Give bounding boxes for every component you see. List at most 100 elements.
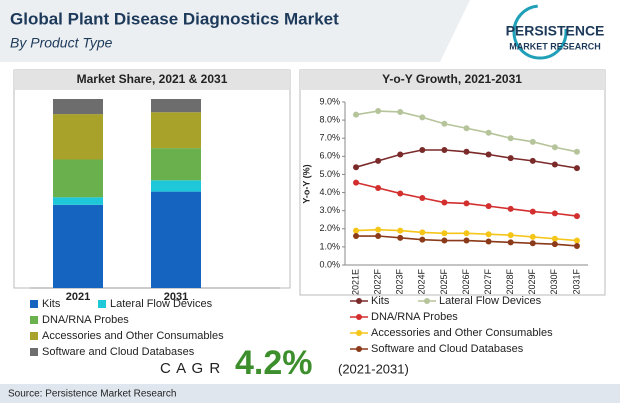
marker	[463, 125, 470, 132]
panel-title-bar	[300, 70, 605, 90]
y-tick-label: 4.0%	[319, 187, 340, 197]
chart-title: Market Share, 2021 & 2031	[77, 72, 228, 86]
marker	[529, 157, 536, 164]
bar-segment	[151, 148, 201, 181]
marker	[375, 233, 382, 240]
x-tick-label: 2021	[66, 291, 90, 303]
x-tick-label: 2031F	[571, 269, 581, 295]
marker	[573, 242, 580, 249]
panel-title-bar	[14, 70, 290, 90]
y-tick-label: 9.0%	[319, 96, 340, 106]
x-tick-label: 2022F	[373, 269, 383, 295]
marker	[485, 151, 492, 158]
x-tick-label: 2021E	[350, 269, 360, 295]
marker	[507, 155, 514, 162]
marker	[397, 190, 404, 197]
legend-label: Accessories and Other Consumables	[42, 330, 224, 342]
logo-text: MARKET RESEARCH	[509, 41, 601, 51]
marker	[397, 151, 404, 158]
bar-segment	[53, 114, 103, 160]
cagr-period: (2021-2031)	[338, 361, 409, 376]
y-tick-label: 1.0%	[319, 241, 340, 251]
marker	[573, 213, 580, 220]
marker	[375, 226, 382, 233]
marker	[419, 229, 426, 236]
marker	[573, 165, 580, 172]
x-tick-label: 2027F	[483, 269, 493, 295]
marker	[507, 135, 514, 142]
x-tick-label: 2028F	[505, 269, 515, 295]
x-tick-label: 2023F	[395, 269, 405, 295]
legend-label: Kits	[371, 295, 390, 307]
title: Global Plant Disease Diagnostics Market	[10, 9, 339, 28]
x-tick-label: 2024F	[417, 269, 427, 295]
marker	[551, 161, 558, 168]
legend-marker	[424, 298, 430, 304]
marker	[353, 227, 360, 234]
marker	[529, 233, 536, 240]
marker	[573, 237, 580, 244]
marker	[551, 210, 558, 217]
marker	[419, 114, 426, 121]
marker	[485, 231, 492, 238]
marker	[441, 120, 448, 127]
y-tick-label: 7.0%	[319, 133, 340, 143]
marker	[375, 185, 382, 192]
y-tick-label: 6.0%	[319, 151, 340, 161]
x-tick-label: 2029F	[527, 269, 537, 295]
bar-segment	[151, 191, 201, 288]
logo-ring	[512, 4, 568, 60]
legend-label: DNA/RNA Probes	[371, 311, 458, 323]
bar-segment	[151, 180, 201, 192]
bar-segment	[53, 159, 103, 198]
bar-segment	[151, 112, 201, 149]
header-band	[0, 0, 470, 62]
marker	[353, 233, 360, 240]
marker	[551, 241, 558, 248]
chart-title: Y-o-Y Growth, 2021-2031	[382, 72, 522, 86]
cagr-label: C A G R	[160, 360, 221, 377]
marker	[419, 194, 426, 201]
marker	[397, 234, 404, 241]
legend-swatch	[30, 348, 38, 356]
y-tick-label: 3.0%	[319, 205, 340, 215]
x-tick-label: 2026F	[461, 269, 471, 295]
bar-segment	[53, 197, 103, 205]
marker	[463, 230, 470, 237]
y-tick-label: 5.0%	[319, 169, 340, 179]
legend-label: DNA/RNA Probes	[42, 314, 129, 326]
marker	[463, 200, 470, 207]
marker	[463, 237, 470, 244]
cagr-value: 4.2%	[235, 344, 313, 382]
legend-swatch	[30, 316, 38, 324]
marker	[485, 238, 492, 245]
legend-marker	[356, 346, 362, 352]
marker	[375, 108, 382, 115]
y-tick-label: 2.0%	[319, 223, 340, 233]
marker	[375, 157, 382, 164]
x-tick-label: 2025F	[439, 269, 449, 295]
marker	[397, 227, 404, 234]
legend-label: Kits	[42, 298, 61, 310]
legend-label: Software and Cloud Databases	[42, 346, 195, 358]
x-tick-label: 2030F	[549, 269, 559, 295]
marker	[441, 146, 448, 153]
legend-marker	[356, 314, 362, 320]
y-axis-label: Y-o-Y (%)	[301, 164, 311, 203]
marker	[353, 111, 360, 118]
marker	[463, 148, 470, 155]
marker	[419, 236, 426, 243]
source-bar	[0, 384, 620, 403]
legend-swatch	[30, 332, 38, 340]
marker	[419, 146, 426, 153]
marker	[507, 232, 514, 239]
legend-label: Lateral Flow Devices	[110, 298, 213, 310]
marker	[353, 164, 360, 171]
bar-segment	[151, 99, 201, 113]
legend-marker	[356, 298, 362, 304]
logo-text: PERSISTENCE	[506, 23, 605, 39]
y-tick-label: 8.0%	[319, 114, 340, 124]
bar-segment	[53, 204, 103, 288]
